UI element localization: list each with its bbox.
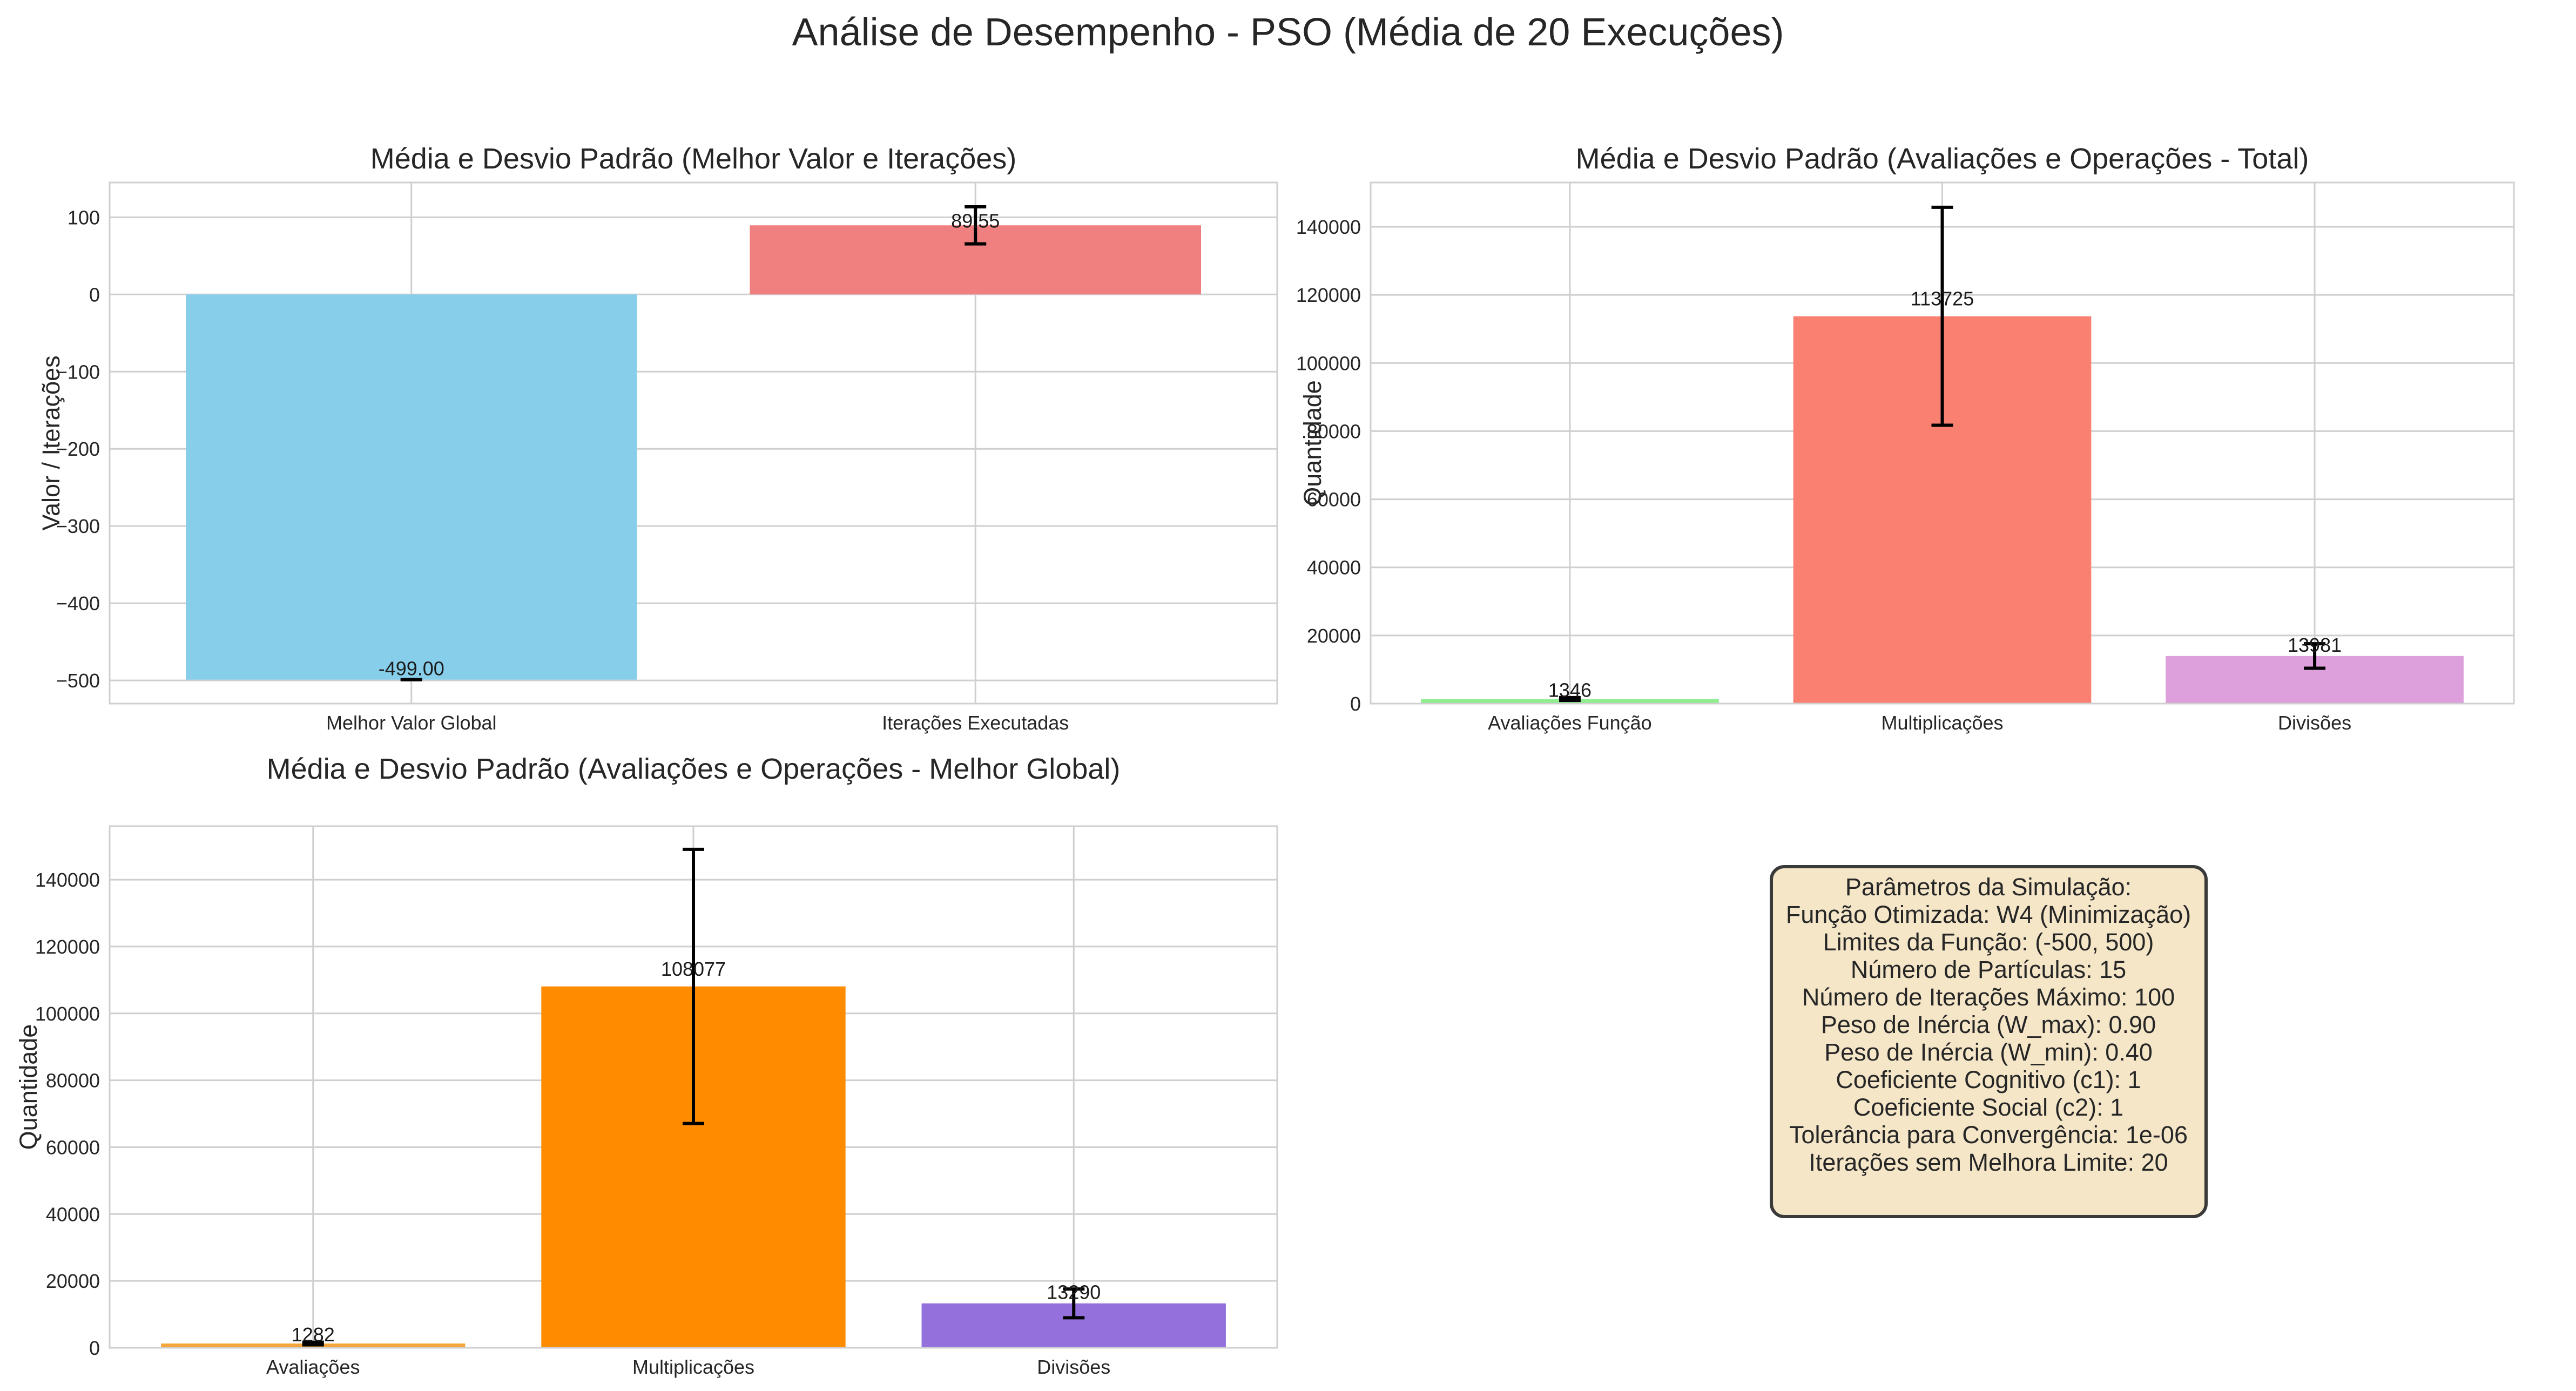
parameter-line: Parâmetros da Simulação: [1845, 873, 2132, 901]
y-tick-label: −200 [56, 438, 100, 460]
bar-value-label: 108077 [661, 958, 726, 980]
y-tick-label: −300 [56, 515, 100, 537]
bar-value-label: 1346 [1548, 679, 1592, 701]
y-tick-label: 140000 [1296, 216, 1361, 238]
parameters-box-background [1770, 865, 2208, 1218]
chart-title: Média e Desvio Padrão (Avaliações e Oper… [267, 753, 1121, 785]
y-tick-label: 100000 [1296, 352, 1361, 374]
error-bar [1559, 696, 1581, 703]
x-tick-label: Melhor Valor Global [326, 712, 496, 734]
error-bar [2304, 642, 2326, 670]
bar [186, 294, 637, 680]
axes-frame [109, 181, 1278, 705]
error-bar [965, 205, 987, 246]
bar-value-label: 13981 [2288, 634, 2342, 656]
y-tick-label: 100 [68, 206, 100, 228]
y-tick-label: 80000 [46, 1070, 100, 1092]
parameters-box: Parâmetros da Simulação:Função Otimizada… [1770, 865, 2208, 1218]
parameter-line: Peso de Inércia (W_min): 0.40 [1824, 1038, 2153, 1066]
y-tick-label: 0 [89, 1337, 100, 1359]
y-tick-label: 20000 [46, 1270, 100, 1292]
parameters-lines: Parâmetros da Simulação:Função Otimizada… [1786, 873, 2191, 1176]
x-tick-label: Divisões [1037, 1356, 1110, 1378]
y-tick-label: −500 [56, 670, 100, 692]
parameter-line: Coeficiente Cognitivo (c1): 1 [1836, 1066, 2141, 1093]
y-axis-label: Quantidade [15, 1024, 42, 1150]
y-tick-label: 80000 [1307, 420, 1361, 442]
y-tick-label: 120000 [35, 936, 100, 958]
parameter-line: Número de Iterações Máximo: 100 [1802, 983, 2175, 1011]
y-tick-label: 60000 [46, 1136, 100, 1158]
chart-evaluations-operations-best-global: Média e Desvio Padrão (Avaliações e Oper… [15, 753, 1278, 1378]
x-tick-label: Multiplicações [1881, 712, 2003, 734]
bar-value-label: 113725 [1911, 288, 1974, 310]
parameter-line: Iterações sem Melhora Limite: 20 [1809, 1149, 2168, 1176]
y-tick-label: 40000 [46, 1203, 100, 1225]
y-tick-label: −100 [56, 361, 100, 383]
y-tick-label: 60000 [1307, 489, 1361, 511]
chart-title: Média e Desvio Padrão (Melhor Valor e It… [370, 143, 1017, 175]
y-tick-label: 40000 [1307, 557, 1361, 579]
error-bar [1063, 1287, 1085, 1320]
y-tick-label: −400 [56, 592, 100, 615]
axes-frame [1370, 181, 2515, 705]
x-tick-label: Multiplicações [632, 1356, 754, 1378]
chart-best-value-iterations: Média e Desvio Padrão (Melhor Valor e It… [37, 143, 1278, 734]
parameter-line: Coeficiente Social (c2): 1 [1853, 1093, 2123, 1121]
x-tick-label: Avaliações Função [1488, 712, 1652, 734]
parameter-line: Tolerância para Convergência: 1e-06 [1789, 1121, 2188, 1149]
y-axis-label: Valor / Iterações [37, 355, 65, 530]
x-tick-label: Avaliações [266, 1356, 360, 1378]
bar-value-label: 13290 [1047, 1281, 1101, 1304]
parameter-line: Função Otimizada: W4 (Minimização) [1786, 901, 2191, 928]
y-tick-label: 20000 [1307, 625, 1361, 647]
y-tick-label: 0 [89, 283, 100, 306]
y-tick-label: 140000 [35, 869, 100, 891]
figure-suptitle: Análise de Desempenho - PSO (Média de 20… [792, 11, 1784, 54]
error-bar [1931, 205, 1953, 427]
parameter-line: Limites da Função: (-500, 500) [1823, 928, 2154, 956]
y-tick-label: 0 [1350, 693, 1361, 715]
chart-title: Média e Desvio Padrão (Avaliações e Oper… [1576, 143, 2309, 175]
axes-frame [109, 825, 1278, 1349]
parameter-line: Número de Partículas: 15 [1851, 956, 2126, 983]
bar-value-label: 1282 [292, 1324, 335, 1346]
error-bar [302, 1340, 324, 1347]
bar-value-label: -499.00 [379, 658, 444, 680]
y-tick-label: 120000 [1296, 284, 1361, 306]
bar-value-label: 89.55 [951, 210, 1000, 232]
chart-evaluations-operations-total: Média e Desvio Padrão (Avaliações e Oper… [1296, 143, 2515, 734]
y-tick-label: 100000 [35, 1003, 100, 1025]
x-tick-label: Divisões [2278, 712, 2351, 734]
y-axis-label: Quantidade [1299, 380, 1326, 506]
error-bar [683, 847, 704, 1125]
x-tick-label: Iterações Executadas [882, 712, 1069, 734]
parameter-line: Peso de Inércia (W_max): 0.90 [1821, 1011, 2156, 1038]
